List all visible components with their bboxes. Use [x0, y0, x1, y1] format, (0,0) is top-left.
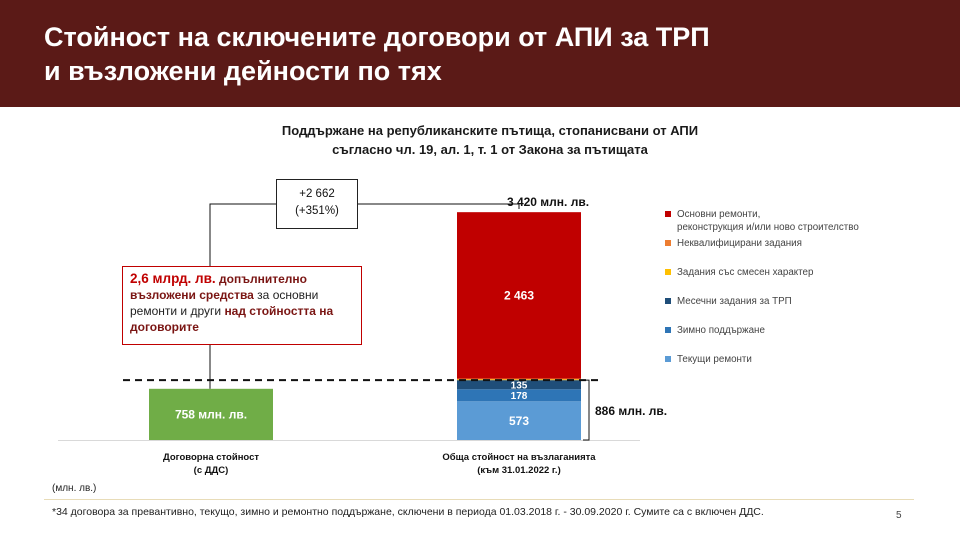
legend-label-line: Основни ремонти,	[677, 209, 761, 220]
callout-text-3: за основни ремонти и други	[130, 288, 319, 318]
callout-text-2: възложени средства	[130, 288, 254, 302]
units-label: (млн. лв.)	[52, 483, 97, 494]
slide-title: Стойност на сключените договори от АПИ з…	[44, 20, 924, 88]
bar-segment	[457, 401, 581, 440]
data-label: 573	[509, 414, 529, 428]
bar-segment	[149, 388, 273, 440]
legend-label: Задания със смесен характер	[677, 266, 917, 279]
chart-title-line1: Поддържане на републиканските пътища, ст…	[281, 123, 699, 138]
bar-segment	[457, 380, 581, 390]
difference-percent: (+351%)	[295, 205, 339, 217]
legend-swatch	[665, 356, 671, 362]
category-label: (към 31.01.2022 г.)	[477, 465, 561, 476]
legend-label-line: реконструкция и/или ново строителство	[677, 222, 859, 233]
bracket-label: 886 млн. лв.	[595, 404, 667, 418]
chart-title-line2: съгласно чл. 19, ал. 1, т. 1 от Закона з…	[332, 142, 648, 157]
callout-text-1: допълнително	[215, 272, 307, 286]
callout-amount: 2,6 млрд. лв.	[130, 271, 216, 286]
legend-swatch	[665, 211, 671, 217]
data-label: 2 463	[504, 289, 534, 303]
difference-value: +2 662	[299, 188, 335, 200]
chart-title: Поддържане на републиканските пътища, ст…	[150, 121, 830, 159]
legend-label-line: Неквалифицирани задания	[677, 238, 802, 249]
legend-label: Неквалифицирани задания	[677, 237, 917, 250]
data-label: 178	[511, 391, 528, 402]
callout-box: 2,6 млрд. лв. допълнително възложени сре…	[122, 266, 362, 345]
data-label: 758 млн. лв.	[175, 408, 247, 422]
page-number: 5	[896, 510, 902, 521]
bar-segment	[457, 378, 581, 380]
legend-label-line: Текущи ремонти	[677, 354, 752, 365]
legend-swatch	[665, 327, 671, 333]
legend-label-line: Задания със смесен характер	[677, 267, 814, 278]
slide-title-line2: и възложени дейности по тях	[44, 56, 442, 86]
slide-header: Стойност на сключените договори от АПИ з…	[0, 0, 960, 107]
data-label: 135	[511, 380, 528, 391]
callout-text-4: над стойността на договорите	[130, 304, 334, 334]
legend-swatch	[665, 269, 671, 275]
legend-swatch	[665, 298, 671, 304]
legend-label: Основни ремонти, реконструкция и/или ново…	[677, 208, 917, 234]
category-label: (с ДДС)	[194, 465, 229, 476]
legend-label: Зимно поддържане	[677, 324, 917, 337]
footnote-divider	[44, 499, 914, 500]
difference-connector-right	[358, 203, 520, 209]
footnote: *34 договора за превантивно, текущо, зим…	[52, 506, 764, 518]
legend-label: Месечни задания за ТРП	[677, 295, 917, 308]
bar-segment	[457, 212, 581, 379]
legend-label-line: Зимно поддържане	[677, 325, 765, 336]
slide-title-line1: Стойност на сключените договори от АПИ з…	[44, 22, 710, 52]
category-label: Обща стойност на възлаганията	[442, 452, 596, 463]
difference-box: +2 662 (+351%)	[276, 179, 358, 229]
legend-label: Текущи ремонти	[677, 353, 917, 366]
legend-label-line: Месечни задания за ТРП	[677, 296, 792, 307]
total-label: 3 420 млн. лв.	[507, 195, 589, 209]
bar-segment	[457, 389, 581, 402]
reference-bracket	[583, 379, 590, 441]
category-label: Договорна стойност	[163, 452, 259, 463]
legend-swatch	[665, 240, 671, 246]
